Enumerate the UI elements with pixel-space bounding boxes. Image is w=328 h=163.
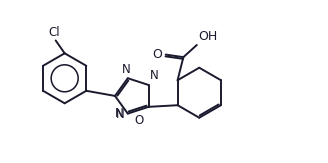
Text: Cl: Cl xyxy=(49,26,60,39)
Text: N: N xyxy=(115,107,124,120)
Text: OH: OH xyxy=(198,30,217,43)
Text: N: N xyxy=(150,69,159,82)
Text: N: N xyxy=(122,63,131,76)
Text: O: O xyxy=(134,114,143,127)
Text: N: N xyxy=(116,108,125,121)
Text: O: O xyxy=(153,48,163,61)
